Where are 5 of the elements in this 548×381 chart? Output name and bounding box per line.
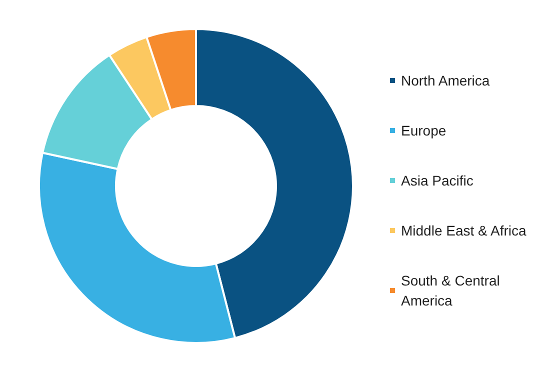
legend-label: North America <box>401 72 490 88</box>
legend-label: South & Central America <box>401 272 504 308</box>
legend-label: Asia Pacific <box>401 172 474 188</box>
legend-label: Middle East & Africa <box>401 222 526 238</box>
legend-label: Europe <box>401 122 446 138</box>
